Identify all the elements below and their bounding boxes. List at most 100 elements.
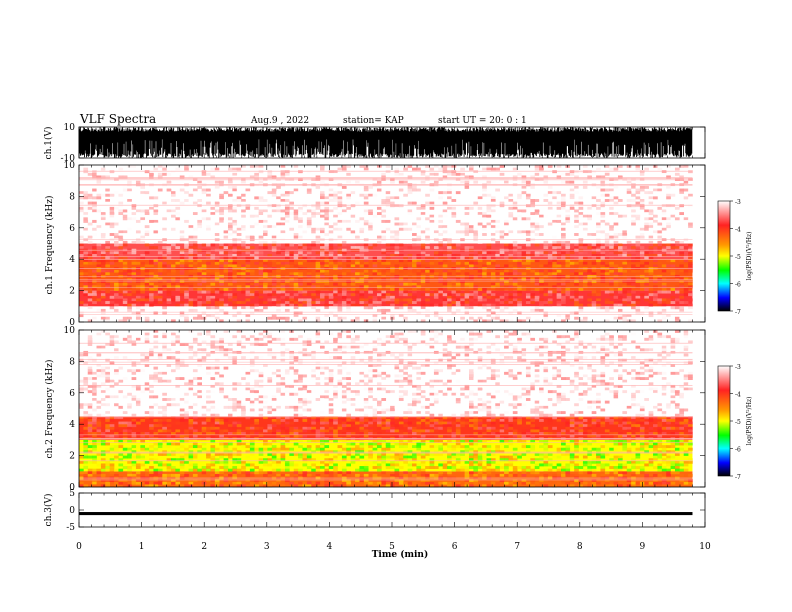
- psd-cell: [232, 319, 238, 323]
- psd-cell: [122, 282, 128, 286]
- psd-cell: [512, 204, 518, 208]
- psd-cell: [381, 230, 387, 234]
- psd-cell: [284, 170, 290, 174]
- psd-cell: [473, 225, 479, 229]
- psd-cell: [105, 392, 110, 396]
- psd-cell: [495, 306, 500, 310]
- psd-cell: [324, 209, 330, 213]
- psd-cell: [455, 314, 461, 318]
- psd-cell: [87, 366, 93, 370]
- psd-cell: [534, 199, 540, 202]
- psd-cell: [100, 439, 106, 443]
- psd-cell: [192, 243, 198, 247]
- psd-cell: [622, 287, 628, 291]
- psd-cell: [473, 180, 479, 184]
- psd-cell: [530, 230, 536, 234]
- psd-cell: [653, 204, 658, 208]
- psd-cell: [289, 306, 295, 310]
- psd-cell: [591, 251, 597, 255]
- psd-cell: [271, 240, 277, 244]
- psd-cell: [530, 212, 536, 216]
- psd-cell: [442, 298, 448, 302]
- psd-cell: [79, 201, 84, 205]
- psd-cell: [442, 206, 448, 210]
- psd-cell: [254, 172, 259, 176]
- psd-cell: [171, 191, 176, 195]
- psd-cell: [162, 204, 167, 208]
- psd-cell: [236, 188, 242, 192]
- psd-cell: [490, 272, 496, 276]
- psd-cell: [328, 204, 334, 208]
- psd-cell: [582, 183, 588, 187]
- psd-cell: [346, 227, 351, 231]
- psd-cell: [617, 295, 623, 299]
- psd-cell: [561, 314, 566, 318]
- psd-cell: [254, 185, 259, 189]
- psd-cell: [455, 261, 461, 265]
- psd-cell: [298, 175, 303, 179]
- psd-cell: [100, 188, 106, 192]
- psd-cell: [398, 222, 404, 226]
- psd-cell: [403, 191, 408, 195]
- psd-cell: [135, 238, 141, 242]
- psd-cell: [622, 303, 628, 307]
- psd-cell: [219, 204, 224, 208]
- psd-cell: [398, 269, 404, 273]
- psd-cell: [153, 219, 159, 223]
- psd-cell: [175, 227, 181, 231]
- psd-cell: [504, 269, 509, 273]
- psd-cell: [149, 240, 154, 244]
- psd-cell: [333, 180, 338, 184]
- psd-cell: [534, 282, 540, 286]
- psd-cell: [385, 199, 391, 202]
- psd-cell: [241, 316, 246, 320]
- psd-cell: [661, 301, 667, 304]
- psd-cell: [390, 191, 395, 195]
- psd-cell: [166, 264, 172, 268]
- psd-cell: [324, 311, 330, 315]
- psd-cell: [530, 227, 536, 231]
- psd-cell: [569, 199, 575, 202]
- psd-cell: [100, 479, 106, 483]
- psd-cell: [96, 214, 102, 218]
- psd-cell: [197, 272, 202, 276]
- psd-cell: [578, 277, 584, 281]
- psd-cell: [425, 293, 430, 297]
- psd-cell: [438, 277, 444, 281]
- psd-cell: [92, 201, 97, 205]
- psd-cell: [197, 172, 202, 176]
- psd-cell: [539, 201, 544, 205]
- psd-cell: [547, 214, 553, 218]
- psd-cell: [425, 311, 430, 315]
- psd-cell: [254, 308, 259, 312]
- psd-cell: [179, 290, 185, 294]
- psd-cell: [521, 251, 527, 255]
- psd-cell: [258, 269, 264, 273]
- psd-cell: [105, 167, 110, 171]
- psd-cell: [455, 206, 461, 210]
- psd-cell: [171, 175, 176, 179]
- psd-cell: [315, 230, 321, 234]
- psd-cell: [460, 293, 465, 297]
- psd-cell: [674, 217, 680, 221]
- psd-cell: [543, 287, 549, 291]
- psd-cell: [473, 238, 479, 242]
- psd-cell: [328, 188, 334, 192]
- psd-cell: [609, 235, 614, 239]
- psd-cell: [381, 180, 387, 184]
- psd-cell: [241, 240, 246, 244]
- psd-cell: [92, 405, 97, 409]
- psd-cell: [92, 196, 97, 200]
- psd-cell: [284, 199, 290, 202]
- psd-cell: [223, 261, 229, 265]
- psd-cell: [83, 217, 89, 221]
- psd-cell: [223, 316, 229, 320]
- psd-cell: [425, 280, 430, 284]
- psd-cell: [661, 290, 667, 294]
- psd-cell: [486, 214, 492, 218]
- psd-cell: [105, 272, 110, 276]
- psd-cell: [92, 233, 97, 236]
- psd-cell: [333, 165, 338, 168]
- psd-cell: [210, 277, 216, 281]
- psd-cell: [403, 303, 408, 307]
